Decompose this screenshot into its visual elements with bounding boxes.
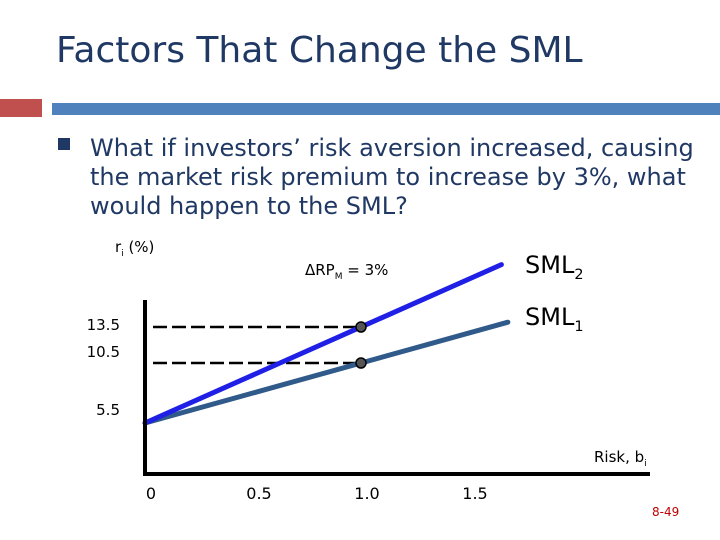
marker-sml2 [355,321,367,333]
x-axis-label: Risk, bi [594,448,647,469]
x-tick-label: 0.5 [246,484,271,503]
x-tick-label: 1.0 [354,484,379,503]
series-label-sml2: SML2 [525,251,583,283]
y-tick-label: 13.5 [87,316,120,334]
page-number: 8-49 [652,505,680,519]
y-axis-label: ri (%) [115,238,154,259]
series-line-sml2 [142,262,504,426]
slide-title: Factors That Change the SML [56,30,583,71]
y-tick-label: 5.5 [96,401,120,419]
bullet-text: What if investors’ risk aversion increas… [90,134,694,220]
y-tick-label: 10.5 [87,343,120,361]
delta-rp-annotation: ΔRPM = 3% [305,261,388,282]
accent-bar-blue [52,103,720,115]
square-bullet-icon [58,138,70,150]
x-tick-label: 1.5 [462,484,487,503]
series-line-sml1 [142,319,511,426]
accent-bar-red [0,99,42,117]
marker-sml1 [355,357,367,369]
x-tick-label: 0 [146,484,156,503]
series-label-sml1: SML1 [525,303,583,335]
